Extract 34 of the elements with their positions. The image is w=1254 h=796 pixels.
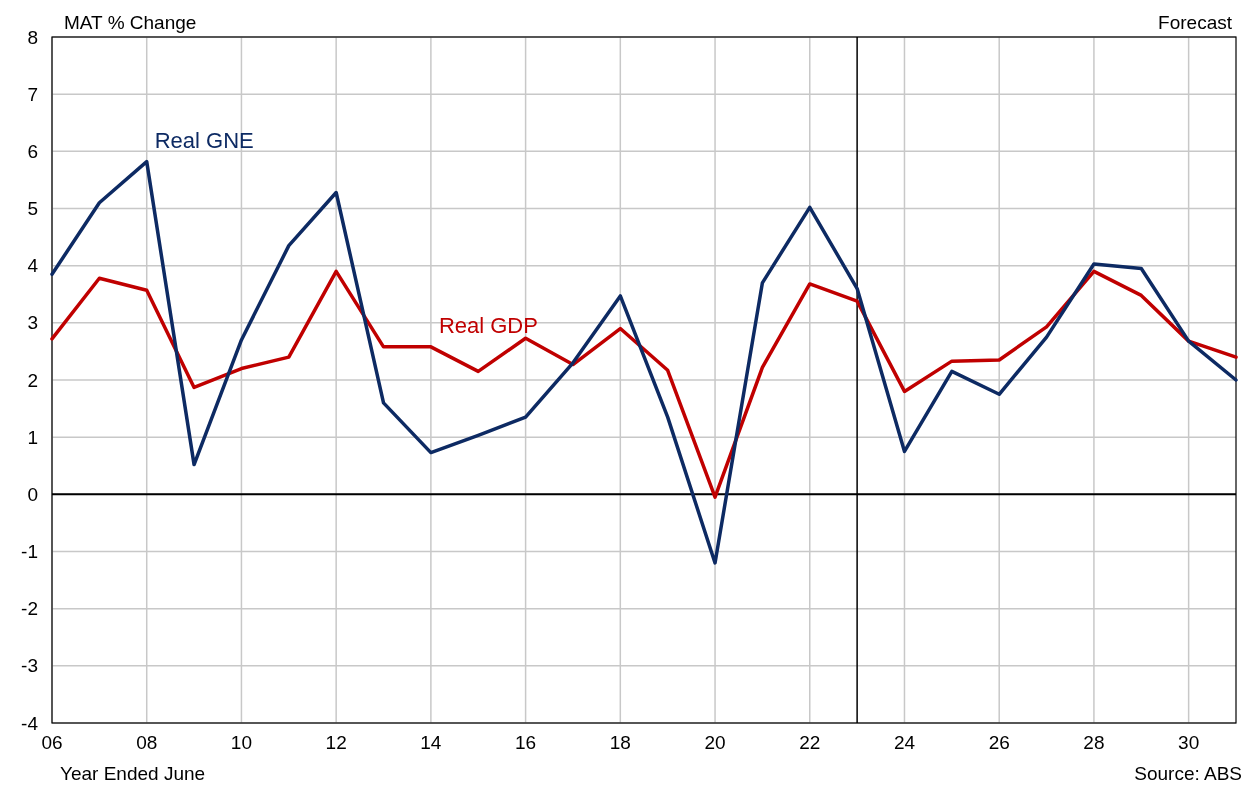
x-tick-label: 14 bbox=[420, 732, 442, 753]
x-tick-label: 16 bbox=[515, 732, 537, 753]
y-tick-label: -1 bbox=[21, 541, 38, 563]
y-axis-title: MAT % Change bbox=[64, 12, 197, 33]
x-tick-label: 10 bbox=[230, 732, 253, 753]
x-tick-label: 12 bbox=[325, 732, 347, 753]
x-tick-label: 06 bbox=[41, 732, 63, 753]
y-tick-label: -4 bbox=[21, 712, 39, 734]
x-axis-title: Year Ended June bbox=[60, 763, 206, 784]
y-tick-label: -3 bbox=[21, 655, 38, 677]
y-tick-label: 3 bbox=[27, 312, 38, 334]
y-tick-label: 5 bbox=[27, 198, 38, 220]
y-tick-label: 6 bbox=[27, 140, 38, 162]
x-tick-label: 28 bbox=[1083, 732, 1105, 753]
y-tick-label: 8 bbox=[27, 26, 38, 48]
y-tick-label: 1 bbox=[27, 426, 38, 448]
y-tick-label: 2 bbox=[27, 369, 38, 391]
line-series bbox=[50, 269, 1238, 499]
x-tick-label: 22 bbox=[799, 732, 821, 753]
y-tick-label: 4 bbox=[27, 255, 39, 277]
x-tick-label: 18 bbox=[609, 732, 631, 753]
x-tick-label: 26 bbox=[988, 732, 1010, 753]
y-tick-label: -2 bbox=[21, 598, 38, 620]
source-note: Source: ABS bbox=[1134, 763, 1242, 784]
series-label: Real GNE bbox=[154, 127, 254, 153]
ref-line-label: Forecast bbox=[1158, 12, 1233, 33]
line-series bbox=[50, 159, 1238, 565]
y-tick-label: 7 bbox=[27, 83, 38, 105]
x-tick-label: 20 bbox=[704, 732, 726, 753]
x-tick-label: 24 bbox=[893, 732, 916, 753]
x-tick-label: 08 bbox=[136, 732, 158, 753]
y-tick-label: 0 bbox=[27, 483, 38, 505]
series-label: Real GDP bbox=[438, 312, 538, 338]
x-tick-label: 30 bbox=[1178, 732, 1200, 753]
